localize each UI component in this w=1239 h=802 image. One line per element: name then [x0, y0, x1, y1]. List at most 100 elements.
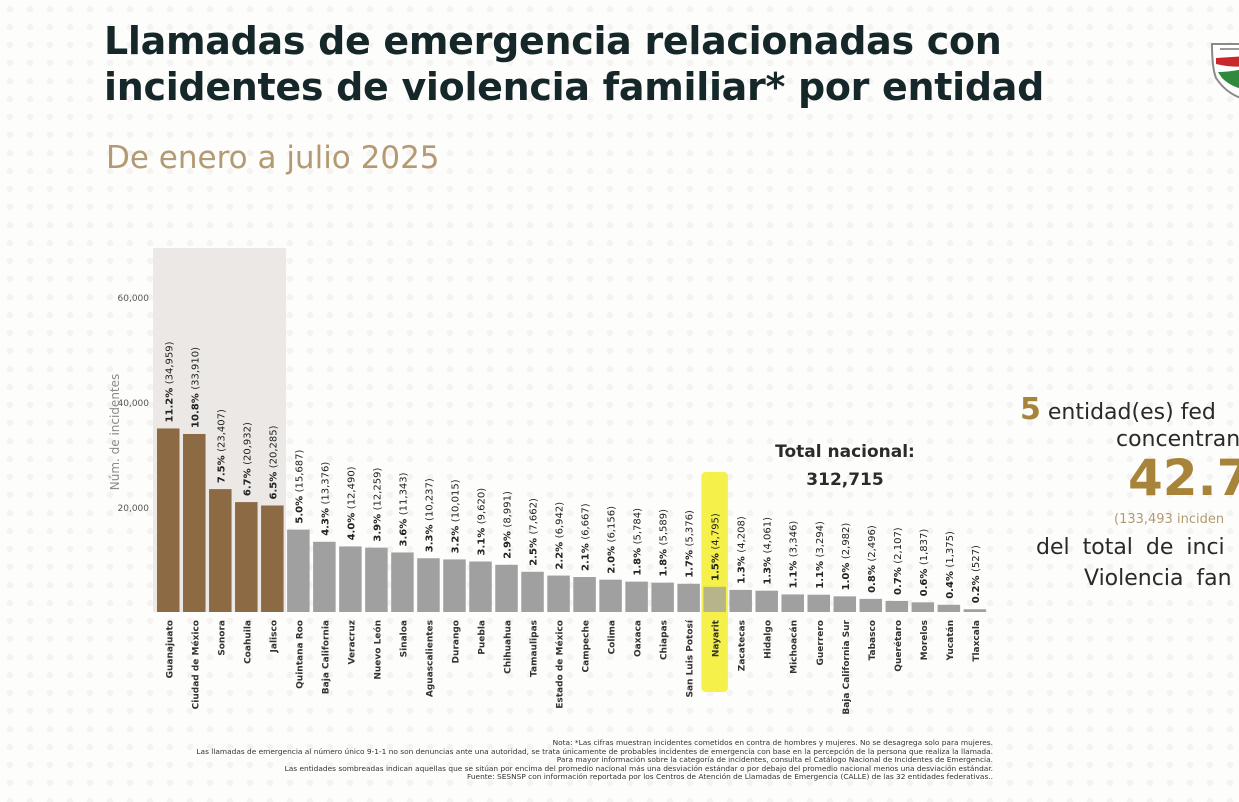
summary-line-1-text: entidad(es) fed	[1040, 400, 1216, 425]
bar	[157, 428, 180, 612]
bar-percent-label: 1.8%	[659, 545, 670, 576]
bar-value-label: 2.2% (6,942)	[555, 502, 566, 570]
y-tick-label: 40,000	[118, 399, 150, 409]
bar-percent-label: 10.8%	[190, 390, 201, 428]
bar-count-label: (2,107)	[893, 527, 904, 564]
bar	[573, 576, 596, 612]
bar	[261, 505, 284, 612]
bar-value-label: 1.8% (5,589)	[659, 509, 670, 577]
bar	[521, 571, 544, 612]
bar	[339, 546, 362, 612]
bar-percent-label: 4.3%	[320, 505, 331, 536]
bar-count-label: (6,156)	[607, 506, 618, 543]
bar-count-label: (527)	[971, 545, 982, 572]
bar-percent-label: 1.3%	[737, 553, 748, 584]
bar-percent-label: 2.5%	[529, 535, 540, 566]
bar-count-label: (4,795)	[711, 513, 722, 550]
bar-percent-label: 1.0%	[841, 559, 852, 590]
summary-count: 5	[1020, 392, 1041, 427]
bar-count-label: (4,208)	[737, 516, 748, 553]
bar	[963, 609, 987, 612]
bar-count-label: (10,237)	[424, 478, 435, 521]
bar	[183, 433, 206, 612]
bar-count-label: (5,376)	[685, 510, 696, 547]
bar	[495, 564, 518, 612]
shield-logo-icon	[1210, 43, 1239, 99]
category-label: Querétaro	[893, 620, 904, 672]
bar-count-label: (7,662)	[529, 498, 540, 535]
category-label: Jalisco	[269, 620, 279, 653]
bar-value-label: 3.9% (12,259)	[372, 468, 383, 542]
bar-value-label: 0.6% (1,837)	[919, 529, 930, 597]
category-label: Coahuila	[243, 620, 253, 664]
category-label: Veracruz	[347, 620, 357, 665]
bar-count-label: (10,015)	[450, 479, 461, 522]
category-label: Guanajuato	[165, 620, 175, 678]
bar-count-label: (20,932)	[242, 422, 253, 465]
total-value: 312,715	[806, 470, 884, 490]
highlight-marker	[701, 472, 728, 692]
bar-value-label: 10.8% (33,910)	[190, 347, 201, 428]
bar	[703, 586, 726, 612]
bar-value-label: 2.0% (6,156)	[607, 506, 618, 574]
bar-value-label: 5.0% (15,687)	[294, 450, 305, 524]
bar-count-label: (11,343)	[398, 472, 409, 515]
bar-value-label: 1.0% (2,982)	[841, 523, 852, 591]
bar	[807, 594, 830, 612]
bar	[287, 529, 310, 612]
category-label: Colima	[608, 620, 618, 654]
bar-value-label: 2.9% (8,991)	[503, 491, 514, 559]
bar-value-label: 7.5% (23,407)	[216, 409, 227, 483]
bar	[937, 604, 961, 612]
bar	[313, 541, 336, 612]
bar	[859, 598, 883, 612]
bar-percent-label: 6.5%	[268, 468, 279, 499]
category-label: Quintana Roo	[295, 620, 305, 689]
bar-value-label: 3.2% (10,015)	[450, 479, 461, 553]
page-subtitle: De enero a julio 2025	[106, 140, 440, 176]
bar-count-label: (1,375)	[945, 531, 956, 568]
category-label: Yucatán	[946, 620, 956, 661]
category-label: Chihuahua	[504, 620, 514, 674]
bar-percent-label: 0.7%	[893, 564, 904, 595]
bar-percent-label: 3.3%	[424, 521, 435, 552]
bar	[677, 583, 700, 612]
total-label: Total nacional:	[775, 442, 915, 462]
category-label: Baja California	[321, 620, 331, 694]
bar	[729, 589, 752, 612]
summary-line-2: concentran	[1116, 427, 1239, 452]
bar-value-label: 3.6% (11,343)	[398, 472, 409, 546]
bar-value-label: 6.5% (20,285)	[268, 425, 279, 499]
bar-percent-label: 2.1%	[581, 540, 592, 571]
summary-incidents: (133,493 inciden	[1114, 512, 1225, 527]
bar-percent-label: 1.5%	[711, 550, 722, 581]
bar-value-label: 0.2% (527)	[971, 545, 982, 603]
page-title: Llamadas de emergencia relacionadas con …	[104, 18, 1164, 110]
category-label: Nuevo León	[372, 620, 383, 680]
summary-line-4: Violencia fan	[1084, 566, 1232, 591]
category-label: Sonora	[217, 620, 227, 656]
bar-percent-label: 4.0%	[346, 509, 357, 540]
category-label: Aguascalientes	[425, 620, 435, 697]
bar	[365, 547, 388, 612]
bar-percent-label: 7.5%	[216, 452, 227, 483]
bar-percent-label: 3.6%	[398, 515, 409, 546]
category-label: Hidalgo	[764, 620, 774, 659]
bar-count-label: (13,376)	[320, 462, 331, 505]
category-label: Chiapas	[660, 620, 670, 660]
bar	[391, 552, 414, 612]
category-label: Guerrero	[816, 620, 826, 666]
category-label: Campeche	[582, 620, 592, 672]
title-line-2: incidentes de violencia familiar* por en…	[104, 65, 1044, 109]
summary-line-3: del total de inci	[1036, 535, 1225, 560]
bar-value-label: 1.1% (3,346)	[789, 521, 800, 589]
bar-percent-label: 5.0%	[294, 492, 305, 523]
bar-count-label: (23,407)	[216, 409, 227, 452]
bar-percent-label: 6.7%	[242, 465, 253, 496]
total-nacional: Total nacional: 312,715	[760, 438, 930, 494]
bar	[235, 502, 258, 612]
bar-count-label: (5,589)	[659, 509, 670, 546]
bar	[209, 489, 232, 612]
bar	[833, 596, 857, 612]
